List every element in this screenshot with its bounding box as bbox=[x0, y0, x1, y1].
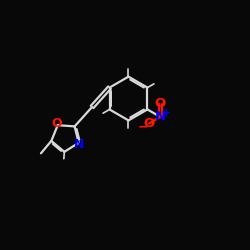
Text: O: O bbox=[155, 98, 166, 110]
Text: N: N bbox=[155, 110, 166, 124]
Text: N: N bbox=[74, 138, 84, 151]
Text: −: − bbox=[138, 120, 148, 133]
Text: O: O bbox=[144, 117, 155, 130]
Text: O: O bbox=[52, 117, 62, 130]
Text: +: + bbox=[162, 108, 170, 118]
